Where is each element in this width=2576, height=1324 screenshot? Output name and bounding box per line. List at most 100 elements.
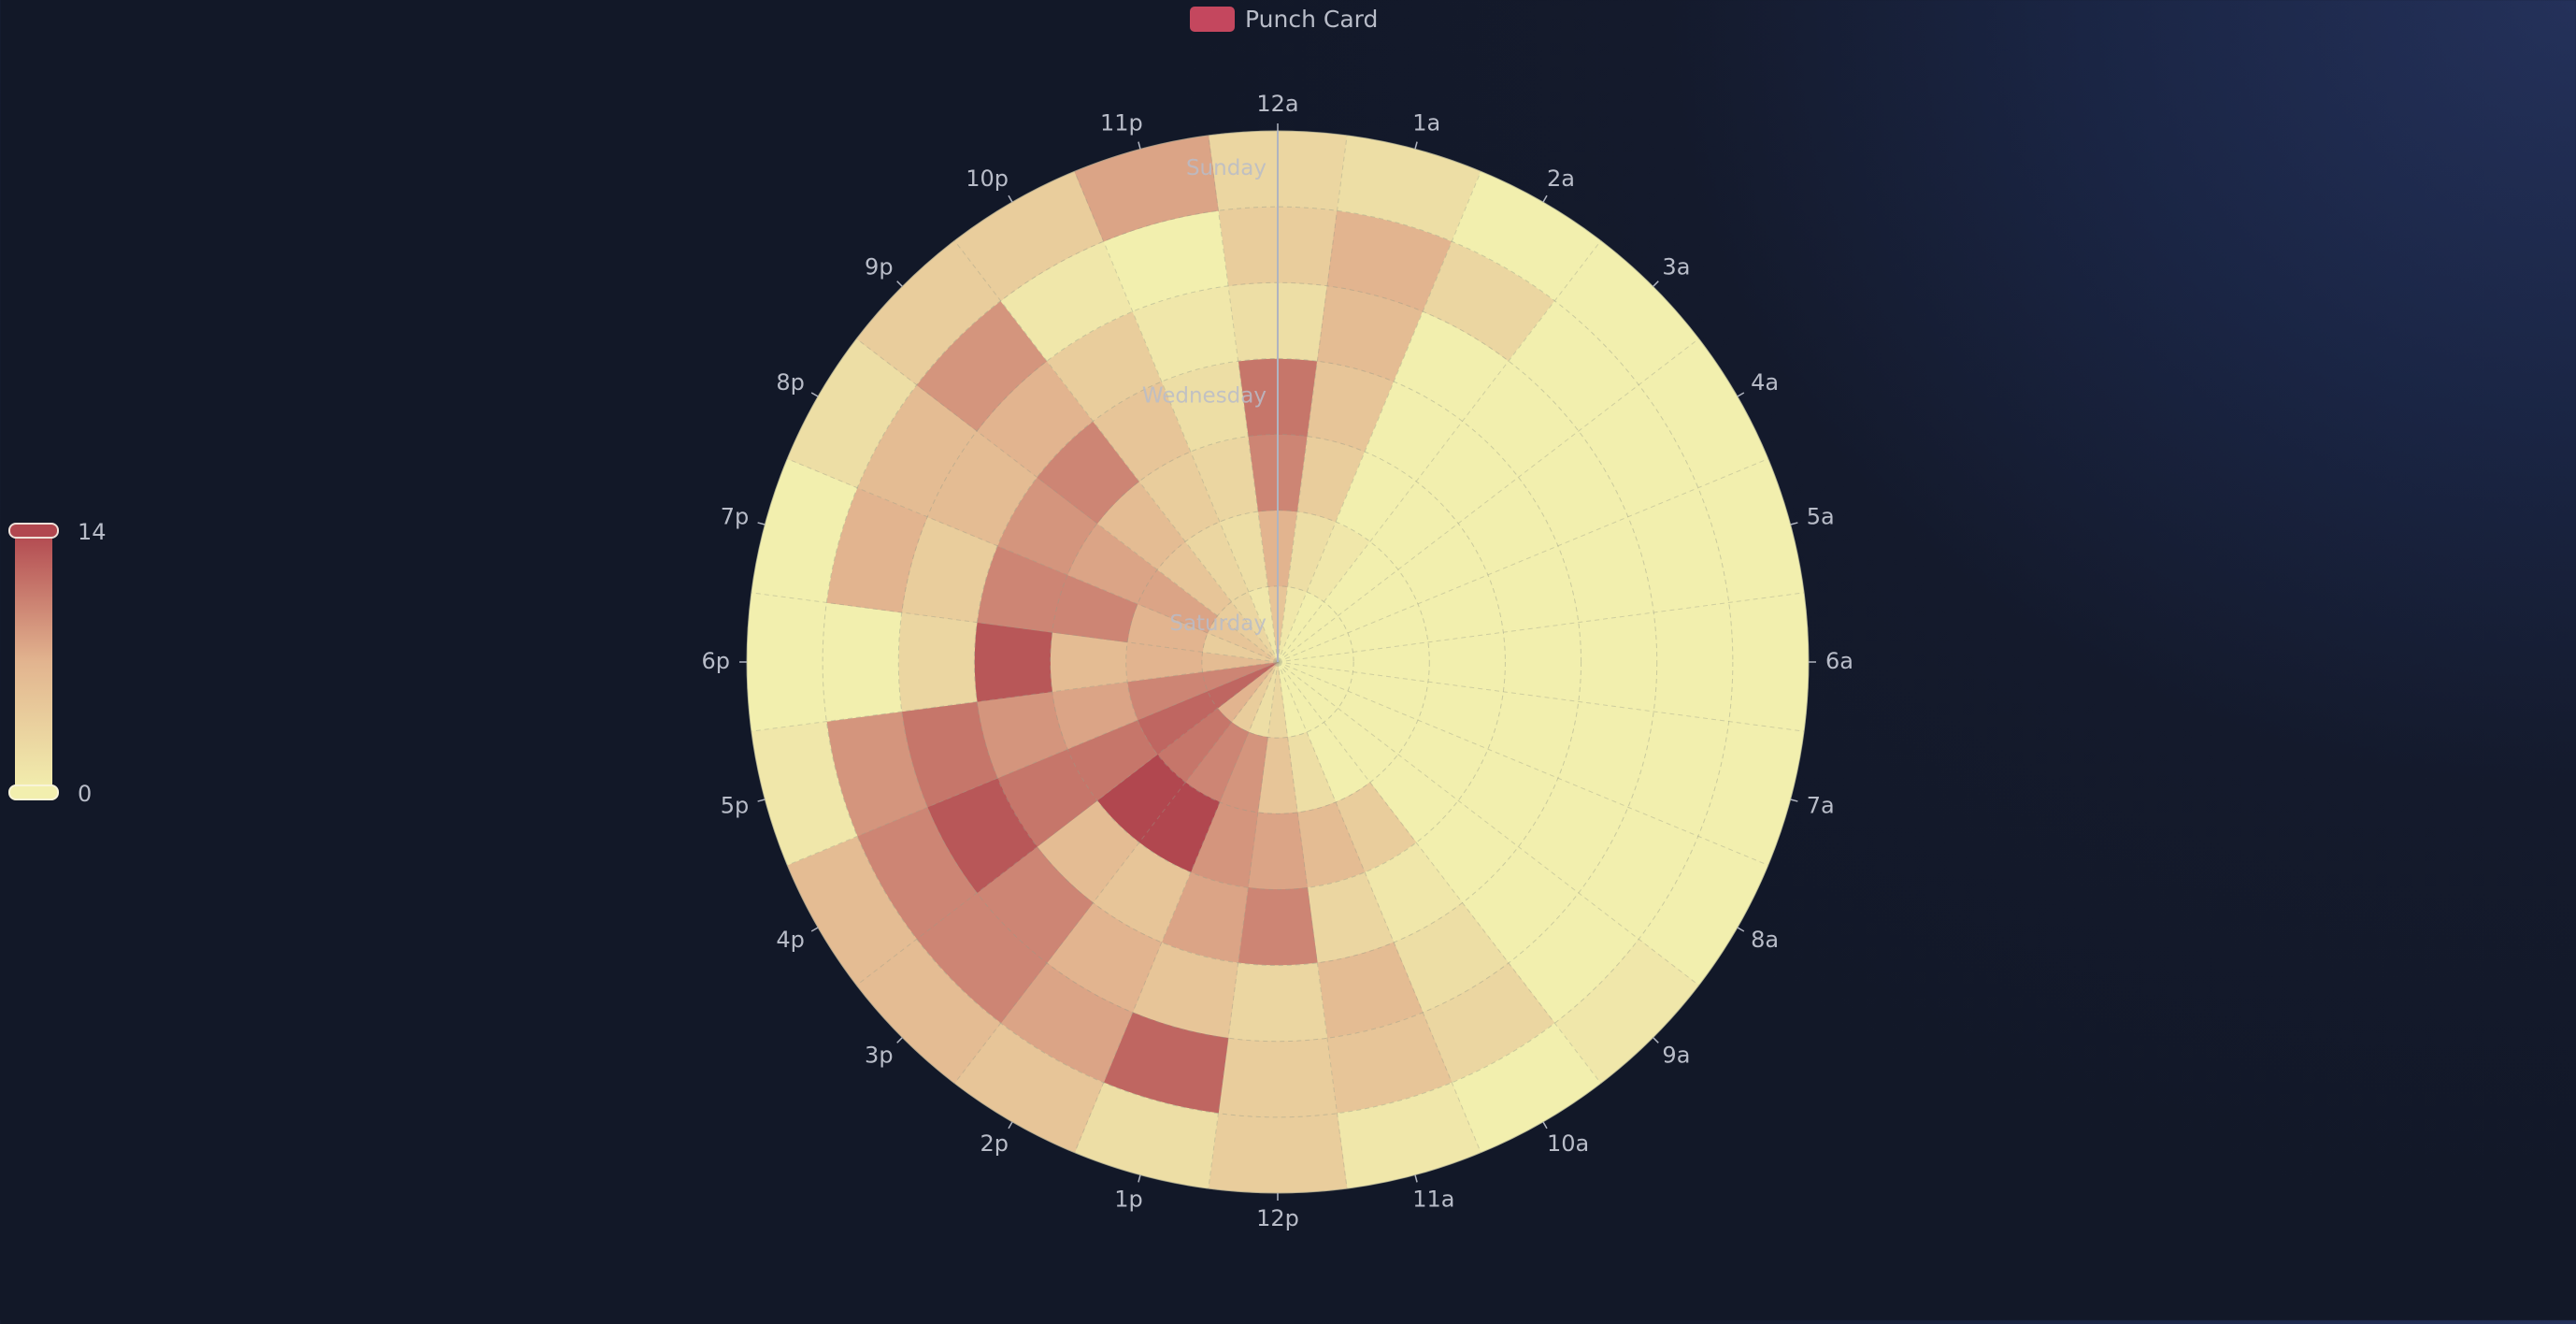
angle-axis-label: 5p	[721, 792, 750, 818]
grid-spoke	[953, 240, 1279, 663]
radius-axis-label: Wednesday	[1142, 384, 1267, 409]
angle-axis-label: 1p	[1114, 1187, 1143, 1213]
grid-spoke	[1277, 661, 1768, 866]
heatmap-cell[interactable]	[974, 622, 1052, 702]
angle-axis-label: 3a	[1662, 254, 1690, 281]
grid-spoke	[1277, 661, 1805, 732]
heatmap-cell[interactable]	[1653, 602, 1734, 722]
angle-axis-label: 10p	[966, 166, 1009, 192]
angle-axis-label: 12a	[1256, 91, 1298, 117]
heatmap-cell[interactable]	[1578, 612, 1657, 712]
angle-axis-tick	[1790, 522, 1798, 525]
radius-axis: Saturday Wednesday Sunday	[1142, 131, 1279, 662]
heatmap-cell[interactable]	[1227, 962, 1328, 1042]
angle-axis-label: 6p	[701, 648, 730, 674]
grid-spoke	[751, 592, 1279, 663]
grid-spoke	[1277, 240, 1602, 663]
angle-axis-label: 2p	[980, 1130, 1009, 1157]
grid-spoke	[751, 661, 1279, 732]
grid-spoke	[953, 661, 1279, 1084]
angle-axis-tick	[757, 522, 766, 525]
angle-axis-label: 8a	[1751, 927, 1779, 953]
heatmap-cell[interactable]	[1503, 622, 1581, 702]
grid-ring	[822, 206, 1734, 1118]
angle-axis-tick	[1653, 281, 1659, 287]
angle-axis-label: 2a	[1547, 166, 1575, 192]
angle-axis-tick	[810, 927, 819, 932]
heatmap-cell[interactable]	[1728, 592, 1810, 732]
grid-spoke	[1277, 661, 1481, 1153]
grid-ring	[1125, 510, 1430, 814]
visual-map-handle-bottom[interactable]	[8, 784, 59, 800]
angle-axis-label: 11p	[1100, 109, 1143, 136]
grid-ring	[973, 357, 1582, 967]
angle-axis-label: 8p	[776, 369, 805, 396]
grid-spoke	[1277, 661, 1348, 1189]
angle-axis-tick	[896, 281, 903, 287]
heatmap-cell[interactable]	[746, 592, 827, 732]
angle-axis-label: 6a	[1825, 648, 1853, 674]
grid-spoke	[856, 661, 1279, 986]
visual-map-handle-top[interactable]	[8, 523, 59, 539]
angle-axis-label: 11a	[1412, 1187, 1454, 1213]
heatmap-cell[interactable]	[1238, 887, 1318, 966]
grid-spoke	[1277, 458, 1768, 663]
heatmap-cells	[746, 130, 1810, 1194]
angle-axis-label: 7a	[1807, 792, 1835, 818]
angle-axis-tick	[1414, 141, 1418, 150]
angle-axis-label: 3p	[865, 1042, 894, 1068]
angle-axis-tick	[1138, 141, 1141, 150]
angle-axis-tick	[757, 799, 766, 802]
grid-spoke	[1277, 661, 1699, 986]
heatmap-cell[interactable]	[1050, 631, 1128, 693]
angle-axis-label: 4a	[1751, 369, 1779, 396]
angle-axis-label: 7p	[721, 504, 750, 530]
visual-map-min-label: 0	[78, 781, 92, 807]
heatmap-cell[interactable]	[898, 612, 978, 712]
grid-spoke	[1277, 338, 1699, 663]
legend[interactable]: Punch Card	[1190, 6, 1378, 33]
visual-map-max-label: 14	[78, 519, 107, 545]
heatmap-cell[interactable]	[1247, 812, 1309, 890]
heatmap-cell[interactable]	[1208, 1113, 1348, 1194]
grid-spoke	[787, 661, 1279, 866]
heatmap-cell[interactable]	[1218, 1037, 1338, 1118]
angle-axis-tick	[1542, 1121, 1548, 1130]
angle-axis-tick	[1008, 194, 1013, 203]
angle-axis-tick	[1653, 1037, 1659, 1043]
angle-axis-tick	[896, 1037, 903, 1043]
visual-map[interactable]: 14 0	[8, 519, 107, 807]
legend-swatch[interactable]	[1190, 7, 1235, 32]
angle-axis: 12a 1a 2a 3a 4a 5a 6a 7a 8a 9a 10a 11a 12p 1p 2p 3p 4p 5p…	[701, 91, 1853, 1231]
angle-axis-label: 1a	[1412, 109, 1440, 136]
grid-spoke	[856, 338, 1279, 663]
angle-axis-tick	[1138, 1174, 1141, 1183]
heatmap-cell[interactable]	[1427, 631, 1506, 693]
grid-spoke	[1074, 171, 1279, 663]
radius-axis-label: Saturday	[1169, 612, 1267, 636]
angle-axis-label: 12p	[1256, 1205, 1299, 1231]
grid-spoke	[1277, 661, 1602, 1084]
grid-spoke	[1074, 661, 1279, 1153]
grid-spoke	[1208, 661, 1279, 1189]
legend-label[interactable]: Punch Card	[1245, 6, 1378, 33]
angle-axis-label: 4p	[776, 927, 805, 953]
grid-spoke	[1277, 135, 1348, 663]
visual-map-bar	[15, 531, 52, 793]
angle-axis-label: 9a	[1662, 1042, 1690, 1068]
angle-axis-tick	[810, 392, 819, 397]
angle-axis-label: 10a	[1547, 1130, 1589, 1157]
grid-spoke	[1208, 135, 1279, 663]
angle-axis-tick	[1737, 927, 1745, 932]
angle-axis-tick	[1737, 392, 1745, 397]
radius-axis-label: Sunday	[1186, 156, 1267, 180]
angle-axis-tick	[1414, 1174, 1418, 1183]
angle-axis-label: 9p	[865, 254, 894, 281]
polar-grid	[746, 130, 1810, 1194]
grid-spoke	[1277, 171, 1481, 663]
heatmap-cell[interactable]	[822, 602, 903, 722]
angle-axis-tick	[1790, 799, 1798, 802]
angle-axis-label: 5a	[1807, 504, 1835, 530]
